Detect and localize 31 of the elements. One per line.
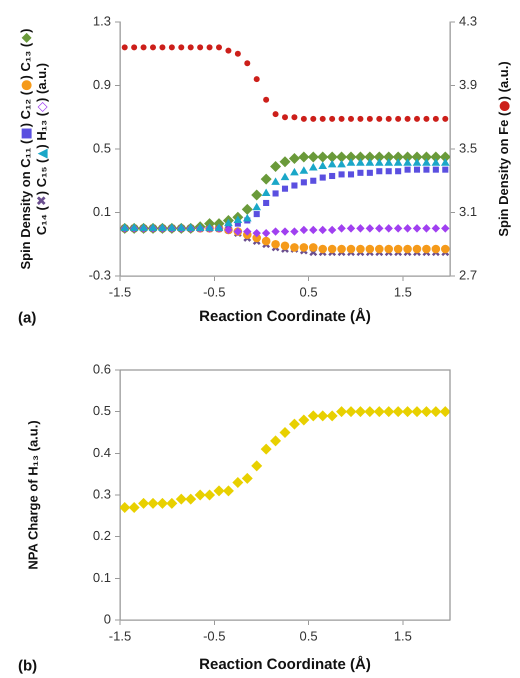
y2-tick-label: 3.5 <box>459 140 478 156</box>
text: (b) <box>18 658 38 675</box>
y-tick-label: 0.6 <box>92 362 111 377</box>
text: (a) <box>18 310 36 327</box>
y-tick-label: 0 <box>104 612 111 627</box>
y-tick-label: 0.2 <box>92 528 111 544</box>
y-tick-label: 1.3 <box>92 14 111 29</box>
x-axis-title: Reaction Coordinate (Å) <box>199 655 371 674</box>
y2-tick-label: 2.7 <box>459 268 478 283</box>
y-tick-label: 0.9 <box>92 77 111 92</box>
y2-tick-label: 3.9 <box>459 77 478 92</box>
x-tick-label: 1.5 <box>394 628 412 644</box>
y-tick-label: 0.5 <box>92 140 111 156</box>
y-tick-label: 0.5 <box>92 403 111 418</box>
y-axis-title: NPA Charge of H₁₃ (a.u.) <box>26 419 40 572</box>
x-tick-label: -1.5 <box>108 628 132 644</box>
y2-tick-label: 3.1 <box>459 204 478 220</box>
x-tick-label: 0.5 <box>300 628 318 644</box>
x-tick-label: 1.5 <box>394 284 412 300</box>
x-tick-label: -1.5 <box>108 284 132 300</box>
y-tick-label: 0.4 <box>92 444 111 460</box>
y-tick-label: -0.3 <box>88 268 111 283</box>
y-tick-label: 0.1 <box>92 570 111 585</box>
y2-tick-label: 4.3 <box>459 14 478 29</box>
y2-axis-title: Spin Density on Fe (●) (a.u.) <box>496 60 512 239</box>
x-tick-label: -0.5 <box>203 284 226 300</box>
y-tick-label: 0.3 <box>92 486 111 502</box>
x-tick-label: -0.5 <box>203 628 226 644</box>
y-tick-label: 0.1 <box>92 204 111 220</box>
x-tick-label: 0.5 <box>300 284 318 300</box>
x-axis-title: Reaction Coordinate (Å) <box>199 307 371 326</box>
